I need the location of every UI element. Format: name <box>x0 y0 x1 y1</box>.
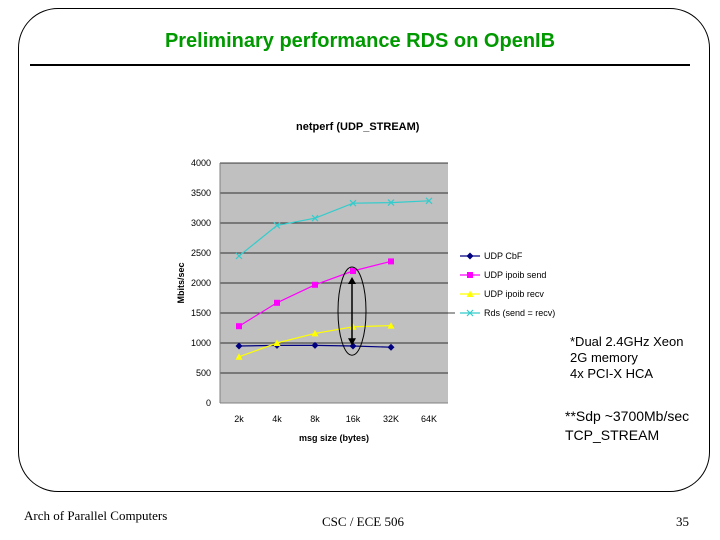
data-point <box>350 268 356 274</box>
series-line <box>238 200 430 257</box>
legend-marker <box>466 290 474 297</box>
data-point <box>236 323 242 330</box>
x-tick-label: 64K <box>421 414 437 424</box>
y-axis-label: Mbits/sec <box>176 262 186 303</box>
data-point <box>273 221 281 229</box>
legend-marker <box>467 272 473 278</box>
data-point <box>311 329 319 337</box>
legend-label: Rds (send = recv) <box>484 308 555 318</box>
legend-label: UDP ipoib send <box>484 270 546 280</box>
annotation <box>337 266 367 356</box>
chart-title: netperf (UDP_STREAM) <box>296 121 420 133</box>
y-tick-label: 1500 <box>191 308 211 318</box>
y-tick-labels: 0 500 1000 1500 2000 2500 3000 3500 4000 <box>191 158 211 408</box>
data-point <box>387 322 395 329</box>
x-tick-label: 16k <box>346 414 361 424</box>
footer-dept: CSC / ECE 506 <box>322 514 404 529</box>
data-point <box>273 339 281 346</box>
legend-marker <box>466 309 474 317</box>
data-point <box>349 342 357 350</box>
data-point <box>274 299 280 306</box>
annotation-arrowhead-up <box>348 277 356 284</box>
title-rule <box>30 64 690 66</box>
legend-box <box>455 247 570 319</box>
legend-label: UDP ipoib recv <box>484 289 544 299</box>
x-tick-label: 4k <box>272 414 282 424</box>
y-tick-label: 500 <box>196 368 211 378</box>
x-axis-label: msg size (bytes) <box>299 433 369 443</box>
series-group <box>235 197 433 360</box>
data-point <box>235 252 243 260</box>
data-point <box>311 214 319 222</box>
data-point <box>425 197 433 205</box>
series-udp-ipoib-send <box>236 258 394 330</box>
page-number: 35 <box>676 514 689 529</box>
y-tick-label: 3000 <box>191 218 211 228</box>
note-line: 2G memory <box>570 350 638 365</box>
note-line: **Sdp ~3700Mb/sec <box>565 408 690 424</box>
y-tick-label: 4000 <box>191 158 211 168</box>
footer-course: Arch of Parallel Computers <box>24 508 168 523</box>
x-tick-labels: 2k 4k 8k 16k 32K 64K <box>234 414 437 424</box>
data-point <box>235 342 243 350</box>
data-point <box>235 353 243 360</box>
y-tick-label: 1000 <box>191 338 211 348</box>
legend-marker <box>466 252 474 260</box>
y-tick-label: 2500 <box>191 248 211 258</box>
annotation-arrowhead-down <box>348 338 356 346</box>
x-tick-label: 2k <box>234 414 244 424</box>
slide-title: Preliminary performance RDS on OpenIB <box>164 30 556 52</box>
note-line: TCP_STREAM <box>565 427 660 443</box>
data-point <box>349 199 357 207</box>
note-line: 4x PCI-X HCA <box>570 366 654 381</box>
legend: UDP CbF UDP ipoib send UDP ipoib recv Rds (… <box>455 247 570 319</box>
hardware-note: *Dual 2.4GHz Xeon 2G memory 4x PCI-X HCA <box>570 334 683 382</box>
note-line: *Dual 2.4GHz Xeon <box>570 334 684 349</box>
grid-lines <box>219 162 570 404</box>
data-point <box>311 341 319 349</box>
x-tick-label: 8k <box>310 414 320 424</box>
y-tick-label: 0 <box>206 398 211 408</box>
sdp-note: **Sdp ~3700Mb/sec TCP_STREAM <box>565 407 689 445</box>
data-point <box>387 343 395 351</box>
annotation-ellipse <box>337 266 367 356</box>
data-point <box>388 258 394 265</box>
series-rds-send-recv <box>235 197 433 260</box>
legend-label: UDP CbF <box>484 251 523 261</box>
data-point <box>312 281 318 288</box>
y-tick-label: 3500 <box>191 188 211 198</box>
y-tick-label: 2000 <box>191 278 211 288</box>
x-tick-label: 32K <box>383 414 399 424</box>
data-point <box>387 199 395 207</box>
slide-frame <box>18 8 710 492</box>
